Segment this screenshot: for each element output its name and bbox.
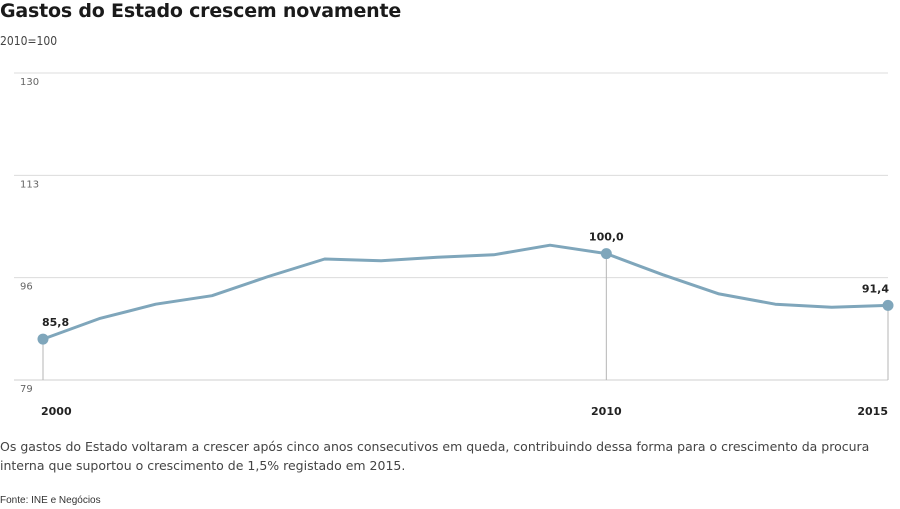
data-point-2015	[882, 299, 894, 311]
y-tick-label-130: 130	[20, 77, 39, 88]
series-line	[41, 243, 890, 341]
data-label-2010: 100,0	[589, 231, 624, 244]
chart-caption: Os gastos do Estado voltaram a crescer a…	[0, 439, 870, 473]
data-point-2000	[37, 333, 49, 345]
x-tick-label-2010: 2010	[591, 405, 622, 418]
data-label-2000: 85,8	[42, 316, 69, 329]
chart-subtitle: 2010=100	[0, 34, 58, 48]
line-chart: 130 113 96 79 85,8 100,0 91,4 2000 2010 2015	[14, 72, 894, 418]
data-point-2010	[600, 248, 612, 260]
x-tick-label-2015: 2015	[857, 405, 888, 418]
source-note: Fonte: INE e Negócios	[0, 495, 101, 506]
y-tick-label-79: 79	[20, 384, 33, 395]
chart-title: Gastos do Estado crescem novamente	[0, 0, 402, 22]
y-tick-label-96: 96	[20, 282, 33, 293]
y-tick-label-113: 113	[20, 179, 39, 190]
x-tick-label-2000: 2000	[41, 405, 72, 418]
data-label-2015: 91,4	[862, 282, 889, 295]
